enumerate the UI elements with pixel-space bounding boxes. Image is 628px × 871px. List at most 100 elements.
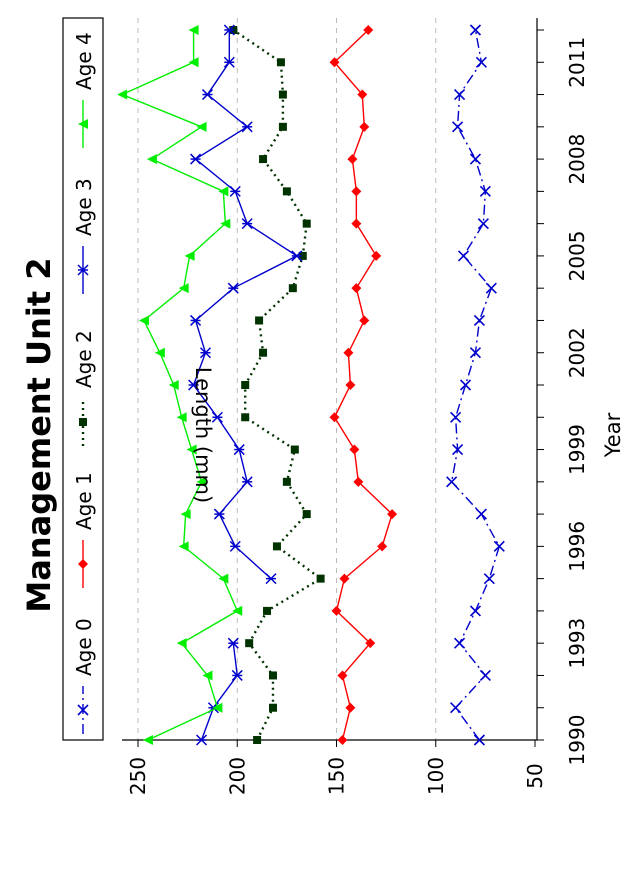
data-point [78, 559, 88, 569]
data-point [220, 218, 231, 229]
data-point [272, 542, 281, 551]
data-point [343, 347, 354, 358]
data-point [218, 186, 229, 197]
legend-label: Age 0 [72, 618, 96, 676]
data-point [218, 573, 229, 584]
data-point-stroke [454, 88, 466, 101]
data-point [188, 57, 199, 68]
data-point [233, 444, 245, 456]
y-tick-label: 50 [523, 763, 547, 788]
data-point [168, 380, 179, 390]
data-point [359, 315, 370, 326]
data-point [211, 411, 223, 423]
data-point-stroke [450, 411, 462, 423]
data-point-stroke [469, 605, 482, 617]
data-point [450, 702, 462, 714]
data-point [345, 380, 356, 390]
data-point-stroke [477, 218, 489, 230]
gridlines [137, 18, 437, 740]
data-point [223, 56, 235, 68]
data-point [241, 413, 250, 422]
data-point-stroke [479, 185, 491, 197]
data-point [469, 24, 482, 36]
data-point-stroke [457, 250, 470, 262]
data-point [337, 670, 348, 681]
data-point [202, 670, 213, 681]
data-point [190, 314, 202, 326]
data-point [154, 347, 165, 358]
series-group [117, 24, 505, 746]
data-point [186, 444, 197, 455]
data-point [213, 508, 225, 520]
data-point-stroke [485, 282, 497, 294]
data-point-stroke [459, 379, 472, 391]
series-line [200, 643, 238, 741]
x-axis-label: Year [601, 412, 625, 458]
data-point [483, 573, 495, 585]
data-point [282, 477, 291, 486]
data-point [331, 605, 342, 616]
data-point [176, 638, 187, 649]
data-point [178, 541, 189, 552]
data-point [479, 669, 491, 682]
data-point [359, 121, 370, 132]
data-point-stroke [483, 573, 495, 585]
data-point-stroke [469, 24, 482, 36]
series-age-2 [229, 26, 325, 744]
data-point [329, 57, 340, 68]
series-age-1 [329, 25, 398, 745]
data-point [196, 476, 207, 487]
data-point [229, 185, 241, 197]
data-point [290, 445, 299, 454]
data-point [117, 89, 128, 100]
series-line [192, 30, 299, 580]
data-point-stroke [473, 734, 485, 746]
data-point-stroke [446, 476, 458, 488]
legend-label: Age 3 [72, 178, 96, 236]
data-point [473, 734, 485, 746]
data-point [493, 540, 505, 552]
data-point [199, 347, 212, 359]
data-point-stroke [454, 637, 466, 649]
data-point [454, 637, 466, 649]
data-point [485, 282, 497, 294]
data-point-stroke [473, 314, 485, 327]
data-point-stroke [475, 56, 487, 68]
data-point [227, 637, 239, 649]
data-point [351, 283, 362, 294]
data-point [229, 540, 241, 552]
data-point [337, 735, 348, 745]
data-point [259, 155, 268, 164]
data-point-stroke [452, 443, 464, 456]
axes: 1990 1993 1996 1999 2002 2005 2008 2011 50 100 150… [122, 18, 589, 795]
data-point [288, 284, 297, 293]
data-point [365, 638, 376, 649]
data-point [452, 443, 464, 456]
data-point [259, 348, 268, 357]
data-point-stroke [469, 347, 482, 359]
data-point [302, 219, 311, 228]
data-point [454, 88, 466, 101]
x-tick-label: 2008 [565, 134, 589, 185]
data-point [241, 218, 253, 230]
legend-label: Age 1 [72, 472, 96, 530]
data-point [231, 669, 243, 681]
data-point [371, 250, 382, 261]
data-point [349, 444, 360, 455]
legend-label: Age 4 [72, 32, 96, 90]
data-point [268, 671, 277, 680]
data-point [195, 734, 208, 746]
data-point [450, 411, 462, 423]
x-tick-label: 2011 [565, 37, 589, 88]
data-point [347, 154, 358, 165]
data-point [212, 702, 223, 713]
data-point [278, 122, 287, 131]
data-point [201, 89, 214, 101]
data-point [227, 282, 239, 294]
x-tick-label: 1990 [565, 715, 589, 766]
data-point [473, 314, 485, 327]
data-point [353, 476, 364, 487]
data-point [232, 605, 243, 616]
data-point [452, 121, 464, 133]
